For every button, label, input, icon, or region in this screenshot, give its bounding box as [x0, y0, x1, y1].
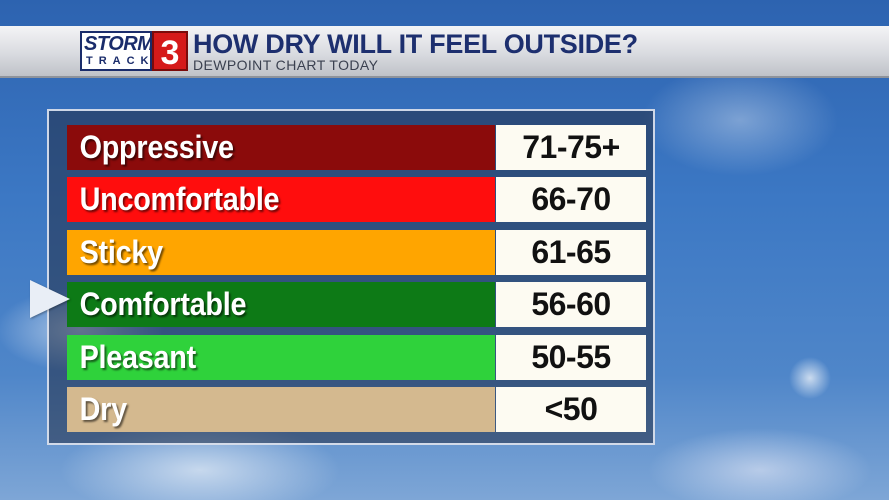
row-color-bar: Oppressive: [67, 125, 495, 170]
table-row: Pleasant 50-55: [67, 335, 647, 380]
row-color-bar: Dry: [67, 387, 495, 432]
logo-storm-text: STORM: [84, 33, 154, 55]
row-label: Comfortable: [79, 286, 247, 322]
row-value: 50-55: [496, 335, 646, 380]
row-value: 71-75+: [496, 125, 646, 170]
table-row: Uncomfortable 66-70: [67, 177, 647, 222]
row-label: Pleasant: [79, 339, 197, 375]
table-row: Sticky 61-65: [67, 230, 647, 275]
table-row: Comfortable 56-60: [67, 282, 647, 327]
row-value: <50: [496, 387, 646, 432]
station-logo: STORM TRACK 3: [80, 31, 190, 72]
logo-track-text: TRACK: [86, 55, 155, 67]
pointer-arrow-icon: [30, 280, 70, 318]
row-color-bar: Uncomfortable: [67, 177, 495, 222]
row-value: 61-65: [496, 230, 646, 275]
row-value: 56-60: [496, 282, 646, 327]
page-title: HOW DRY WILL IT FEEL OUTSIDE?: [193, 29, 638, 59]
table-row: Oppressive 71-75+: [67, 125, 647, 170]
logo-storm-box: STORM TRACK: [80, 31, 155, 71]
row-color-bar: Sticky: [67, 230, 495, 275]
table-row: Dry <50: [67, 387, 647, 432]
row-label: Dry: [79, 391, 127, 427]
logo-channel-number: 3: [152, 31, 188, 72]
row-label: Uncomfortable: [79, 181, 280, 217]
row-label: Sticky: [79, 234, 164, 270]
row-color-bar: Comfortable: [67, 282, 495, 327]
dewpoint-table: Oppressive 71-75+ Uncomfortable 66-70 St…: [47, 109, 655, 445]
row-color-bar: Pleasant: [67, 335, 495, 380]
row-label: Oppressive: [79, 129, 234, 165]
page-subtitle: DEWPOINT CHART TODAY: [193, 57, 379, 73]
row-value: 66-70: [496, 177, 646, 222]
